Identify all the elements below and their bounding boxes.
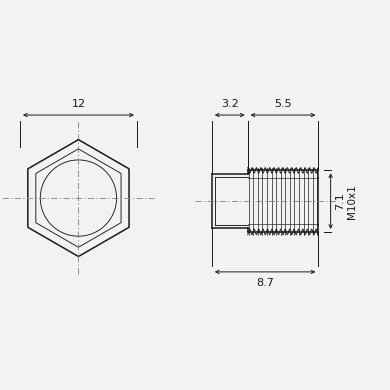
Text: 12: 12 [71, 99, 85, 109]
Text: M10x1: M10x1 [347, 184, 357, 218]
Text: 7.1: 7.1 [335, 192, 345, 210]
Text: 5.5: 5.5 [274, 99, 292, 109]
Text: 8.7: 8.7 [256, 278, 274, 288]
Text: 3.2: 3.2 [221, 99, 239, 109]
